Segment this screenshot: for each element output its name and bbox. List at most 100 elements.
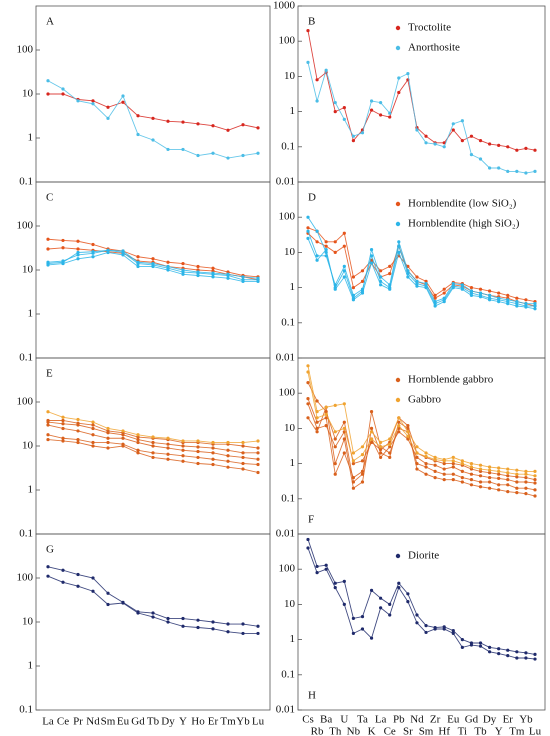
data-point (121, 429, 125, 433)
data-point (196, 455, 200, 460)
data-point (136, 255, 140, 259)
data-point (196, 264, 200, 269)
data-point (469, 483, 474, 487)
data-point (166, 457, 170, 461)
data-point (342, 231, 346, 235)
legend-marker (395, 221, 401, 227)
data-point (342, 451, 346, 455)
data-point (379, 606, 383, 610)
data-point (342, 602, 346, 607)
data-point (478, 287, 483, 291)
data-point (478, 485, 483, 489)
legend-label: Hornblendite (low SiO₂) (408, 198, 517, 210)
data-point (333, 586, 337, 590)
data-point (256, 126, 260, 130)
data-point (306, 397, 310, 401)
data-point (415, 451, 419, 455)
data-point (241, 279, 245, 284)
data-point (515, 304, 519, 308)
x-tick-label: Ta (357, 714, 368, 726)
data-point (61, 580, 65, 584)
data-point (181, 454, 185, 458)
data-point (415, 467, 419, 471)
data-point (469, 286, 474, 290)
y-tick-label: 1 (28, 484, 34, 496)
data-point (506, 648, 510, 652)
data-point (533, 488, 537, 492)
sample-line (307, 216, 535, 305)
y-tick-label: 100 (17, 396, 34, 408)
data-point (478, 139, 483, 143)
data-point (533, 302, 537, 306)
data-point (506, 490, 510, 494)
data-point (497, 291, 501, 295)
data-point (76, 417, 80, 422)
panel: 0.1 1 10 100 E (17, 357, 271, 540)
data-point (211, 275, 215, 279)
data-point (397, 90, 401, 95)
y-tick-label: 0.1 (281, 492, 295, 504)
data-point (61, 246, 65, 250)
sample-line (307, 227, 536, 303)
data-point (351, 459, 355, 463)
data-point (478, 291, 483, 295)
data-point (360, 131, 365, 135)
data-point (256, 462, 260, 467)
data-point (256, 451, 260, 455)
data-point (121, 601, 125, 605)
data-point (497, 466, 501, 470)
data-point (460, 469, 464, 474)
y-tick-label: 0.01 (276, 176, 295, 188)
data-point (515, 656, 519, 660)
panel-label: F (308, 514, 314, 526)
data-point (369, 588, 374, 592)
y-tick-label: 100 (17, 44, 34, 56)
data-point (524, 476, 528, 480)
data-point (181, 624, 185, 628)
data-point (497, 476, 501, 480)
data-point (515, 169, 519, 174)
panel-frame (35, 533, 271, 711)
data-point (315, 229, 319, 233)
data-point (360, 445, 365, 449)
data-point (424, 286, 428, 290)
legend-marker (395, 25, 401, 31)
data-point (406, 275, 410, 279)
data-point (166, 264, 170, 269)
data-point (379, 445, 383, 449)
data-point (211, 440, 215, 445)
data-point (166, 147, 170, 152)
data-point (91, 242, 95, 247)
data-point (61, 260, 65, 264)
data-point (315, 416, 319, 420)
data-point (61, 568, 65, 572)
y-tick-label: 1000 (273, 0, 296, 12)
data-point (433, 304, 437, 308)
data-point (406, 72, 410, 76)
panel-frame (35, 5, 271, 183)
data-point (433, 296, 437, 300)
data-point (196, 461, 200, 466)
x-tick-label: U (340, 714, 348, 726)
data-point (369, 261, 374, 265)
data-point (397, 581, 401, 585)
data-point (76, 440, 80, 445)
data-point (469, 462, 474, 466)
data-point (256, 151, 260, 155)
data-point (460, 476, 464, 480)
data-point (106, 436, 110, 440)
x-tick-label: Er (503, 714, 514, 726)
data-point (451, 478, 455, 482)
data-point (533, 469, 537, 474)
data-point (360, 469, 365, 474)
data-point (351, 616, 355, 621)
data-point (497, 472, 501, 476)
data-point (351, 139, 355, 143)
y-tick-label: 10 (22, 616, 34, 628)
data-point (379, 101, 383, 105)
data-point (369, 108, 374, 112)
data-point (306, 215, 310, 219)
y-tick-label: 100 (279, 211, 296, 223)
data-point (469, 153, 474, 157)
data-point (256, 470, 260, 475)
